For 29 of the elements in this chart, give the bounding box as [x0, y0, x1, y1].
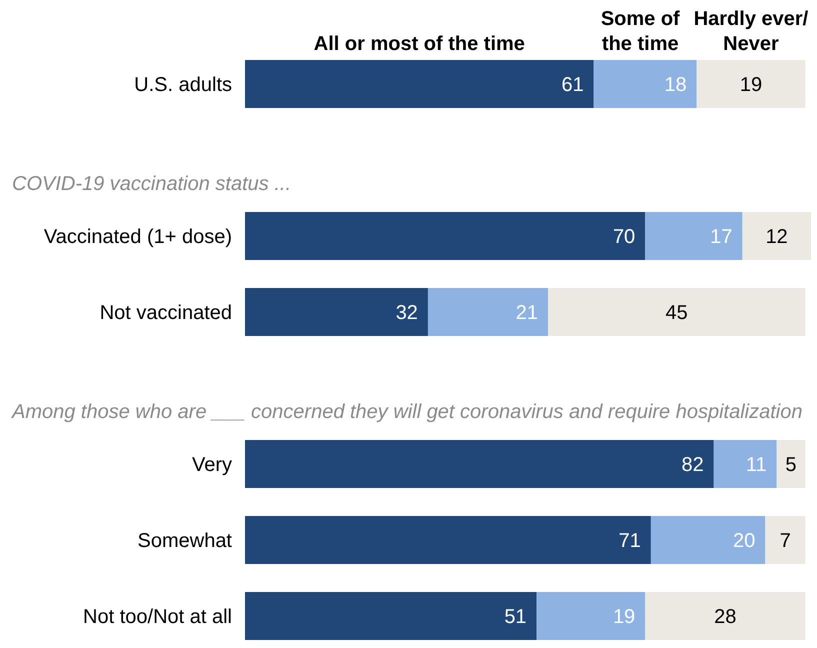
y-tick-label: U.S. adults	[134, 74, 232, 96]
data-label: 28	[714, 606, 736, 628]
y-tick-label: Vaccinated (1+ dose)	[44, 226, 232, 248]
annotation: COVID-19 vaccination status ...	[12, 172, 292, 195]
y-tick-label: Very	[192, 454, 232, 476]
data-label: 19	[740, 74, 762, 96]
y-tick-label: Somewhat	[138, 530, 232, 552]
annotation: Among those who are ___ concerned they will get coronavirus and require hospitalization	[11, 400, 802, 423]
data-label: 21	[516, 302, 538, 324]
data-label: 5	[785, 454, 797, 476]
data-label: 71	[618, 530, 641, 552]
data-label: 18	[664, 74, 687, 96]
data-label: 61	[561, 74, 584, 96]
data-label: 19	[612, 606, 636, 628]
data-label: 12	[766, 226, 788, 248]
data-label: 20	[733, 530, 756, 552]
series-label: Some of the time	[600, 8, 680, 55]
series-label: All or most of the time	[314, 33, 525, 55]
series-label: Hardly ever/Never	[694, 8, 809, 55]
data-label: 82	[682, 454, 704, 476]
data-label: 7	[780, 530, 791, 552]
data-label: 17	[710, 226, 732, 248]
y-tick-label: Not too/Not at all	[83, 606, 232, 628]
data-label: 32	[396, 302, 418, 324]
data-label: 70	[612, 226, 636, 248]
data-label: 11	[746, 454, 767, 476]
data-label: 51	[504, 606, 527, 628]
y-tick-label: Not vaccinated	[100, 302, 232, 324]
data-label: 45	[666, 302, 688, 324]
